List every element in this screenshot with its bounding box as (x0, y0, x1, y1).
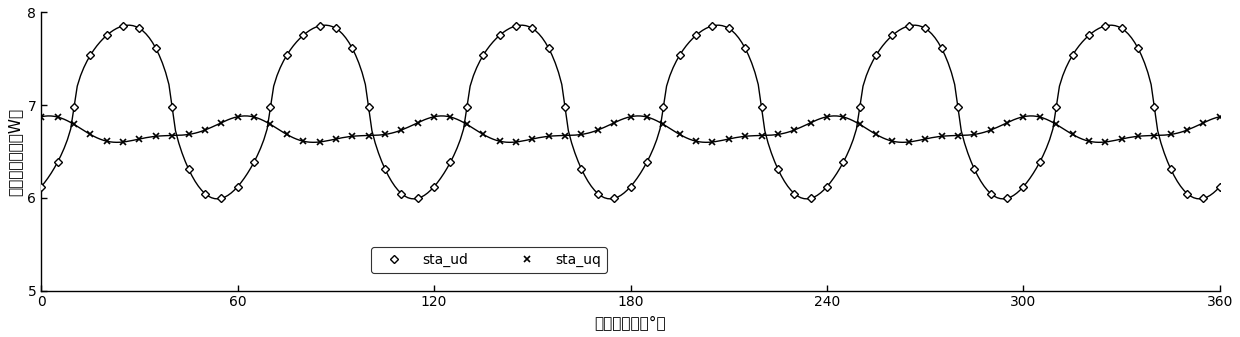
sta_ud (1081, 33, 1096, 37)
sta_ud (1049, 105, 1064, 110)
sta_ud (1213, 185, 1228, 189)
X-axis label: 转子电角度（°）: 转子电角度（°） (595, 315, 666, 330)
sta_uq (901, 140, 916, 144)
sta_uq (427, 115, 441, 119)
sta_ud (1131, 46, 1146, 50)
sta_uq (1065, 132, 1080, 136)
sta_uq (1213, 115, 1228, 119)
sta_ud (33, 185, 48, 189)
sta_ud (312, 24, 327, 28)
sta_ud (706, 24, 720, 28)
sta_uq (1033, 115, 1048, 119)
sta_uq (1115, 137, 1130, 141)
sta_ud (443, 160, 458, 164)
sta_ud (640, 160, 655, 164)
Line: sta_ud: sta_ud (38, 23, 1223, 202)
Y-axis label: 定子温流鐵耗（W）: 定子温流鐵耗（W） (7, 108, 22, 195)
sta_uq (295, 139, 310, 143)
sta_uq (33, 115, 48, 119)
sta_uq (624, 115, 639, 119)
Line: sta_uq: sta_uq (37, 113, 1224, 146)
Legend: sta_ud, sta_uq: sta_ud, sta_uq (371, 247, 608, 273)
sta_ud (213, 196, 228, 201)
